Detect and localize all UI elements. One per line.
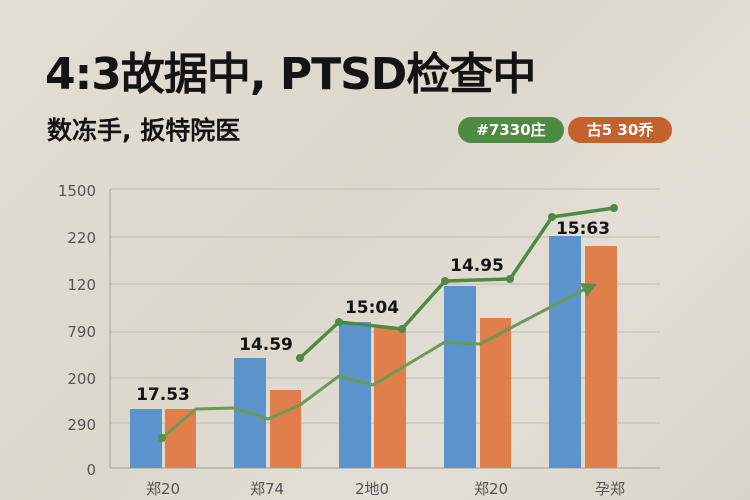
bar [549, 236, 581, 468]
bar [585, 246, 617, 468]
bar-series-orange [165, 246, 617, 468]
bar [270, 390, 301, 468]
data-label: 15:04 [345, 298, 399, 318]
y-tick: 220 [67, 229, 96, 247]
y-axis-ticks: 1500 220 120 790 200 290 0 [58, 182, 96, 479]
data-label: 14.59 [239, 335, 293, 355]
chart-title: 4:3故据中, PTSD检查中 [45, 49, 536, 100]
trend-point [158, 434, 166, 442]
x-axis-ticks: 郑20 郑74 2地0 郑20 孕郑 [146, 480, 625, 498]
bar [480, 318, 511, 468]
trend-line-lower [161, 287, 586, 440]
trend-points [296, 204, 618, 362]
y-tick: 0 [86, 461, 96, 479]
bar [444, 286, 476, 468]
data-label: 14.95 [450, 256, 504, 276]
y-tick: 790 [67, 323, 96, 341]
bar-series-blue [130, 236, 581, 468]
data-labels: 17.53 14.59 15:04 14.95 15:63 [136, 219, 610, 405]
bar [130, 409, 162, 468]
x-tick: 郑20 [474, 480, 508, 498]
x-tick: 郑74 [250, 480, 284, 498]
bar [339, 322, 371, 468]
x-tick: 孕郑 [595, 480, 625, 498]
legend-badge-series-2: 古5 30乔 [568, 117, 672, 143]
arrowhead-icon [580, 283, 597, 297]
data-label: 17.53 [136, 385, 190, 405]
x-tick: 郑20 [146, 480, 180, 498]
x-tick: 2地0 [355, 480, 389, 498]
bar [165, 409, 196, 468]
y-tick: 1500 [58, 182, 96, 200]
chart-subtitle: 数冻手, 扳特院医 [47, 116, 241, 145]
y-tick: 200 [67, 370, 96, 388]
y-tick: 120 [67, 276, 96, 294]
y-tick: 290 [67, 416, 96, 434]
legend-badge-series-1: #7330庄 [458, 117, 564, 143]
bar [374, 328, 406, 468]
data-label: 15:63 [556, 219, 610, 239]
